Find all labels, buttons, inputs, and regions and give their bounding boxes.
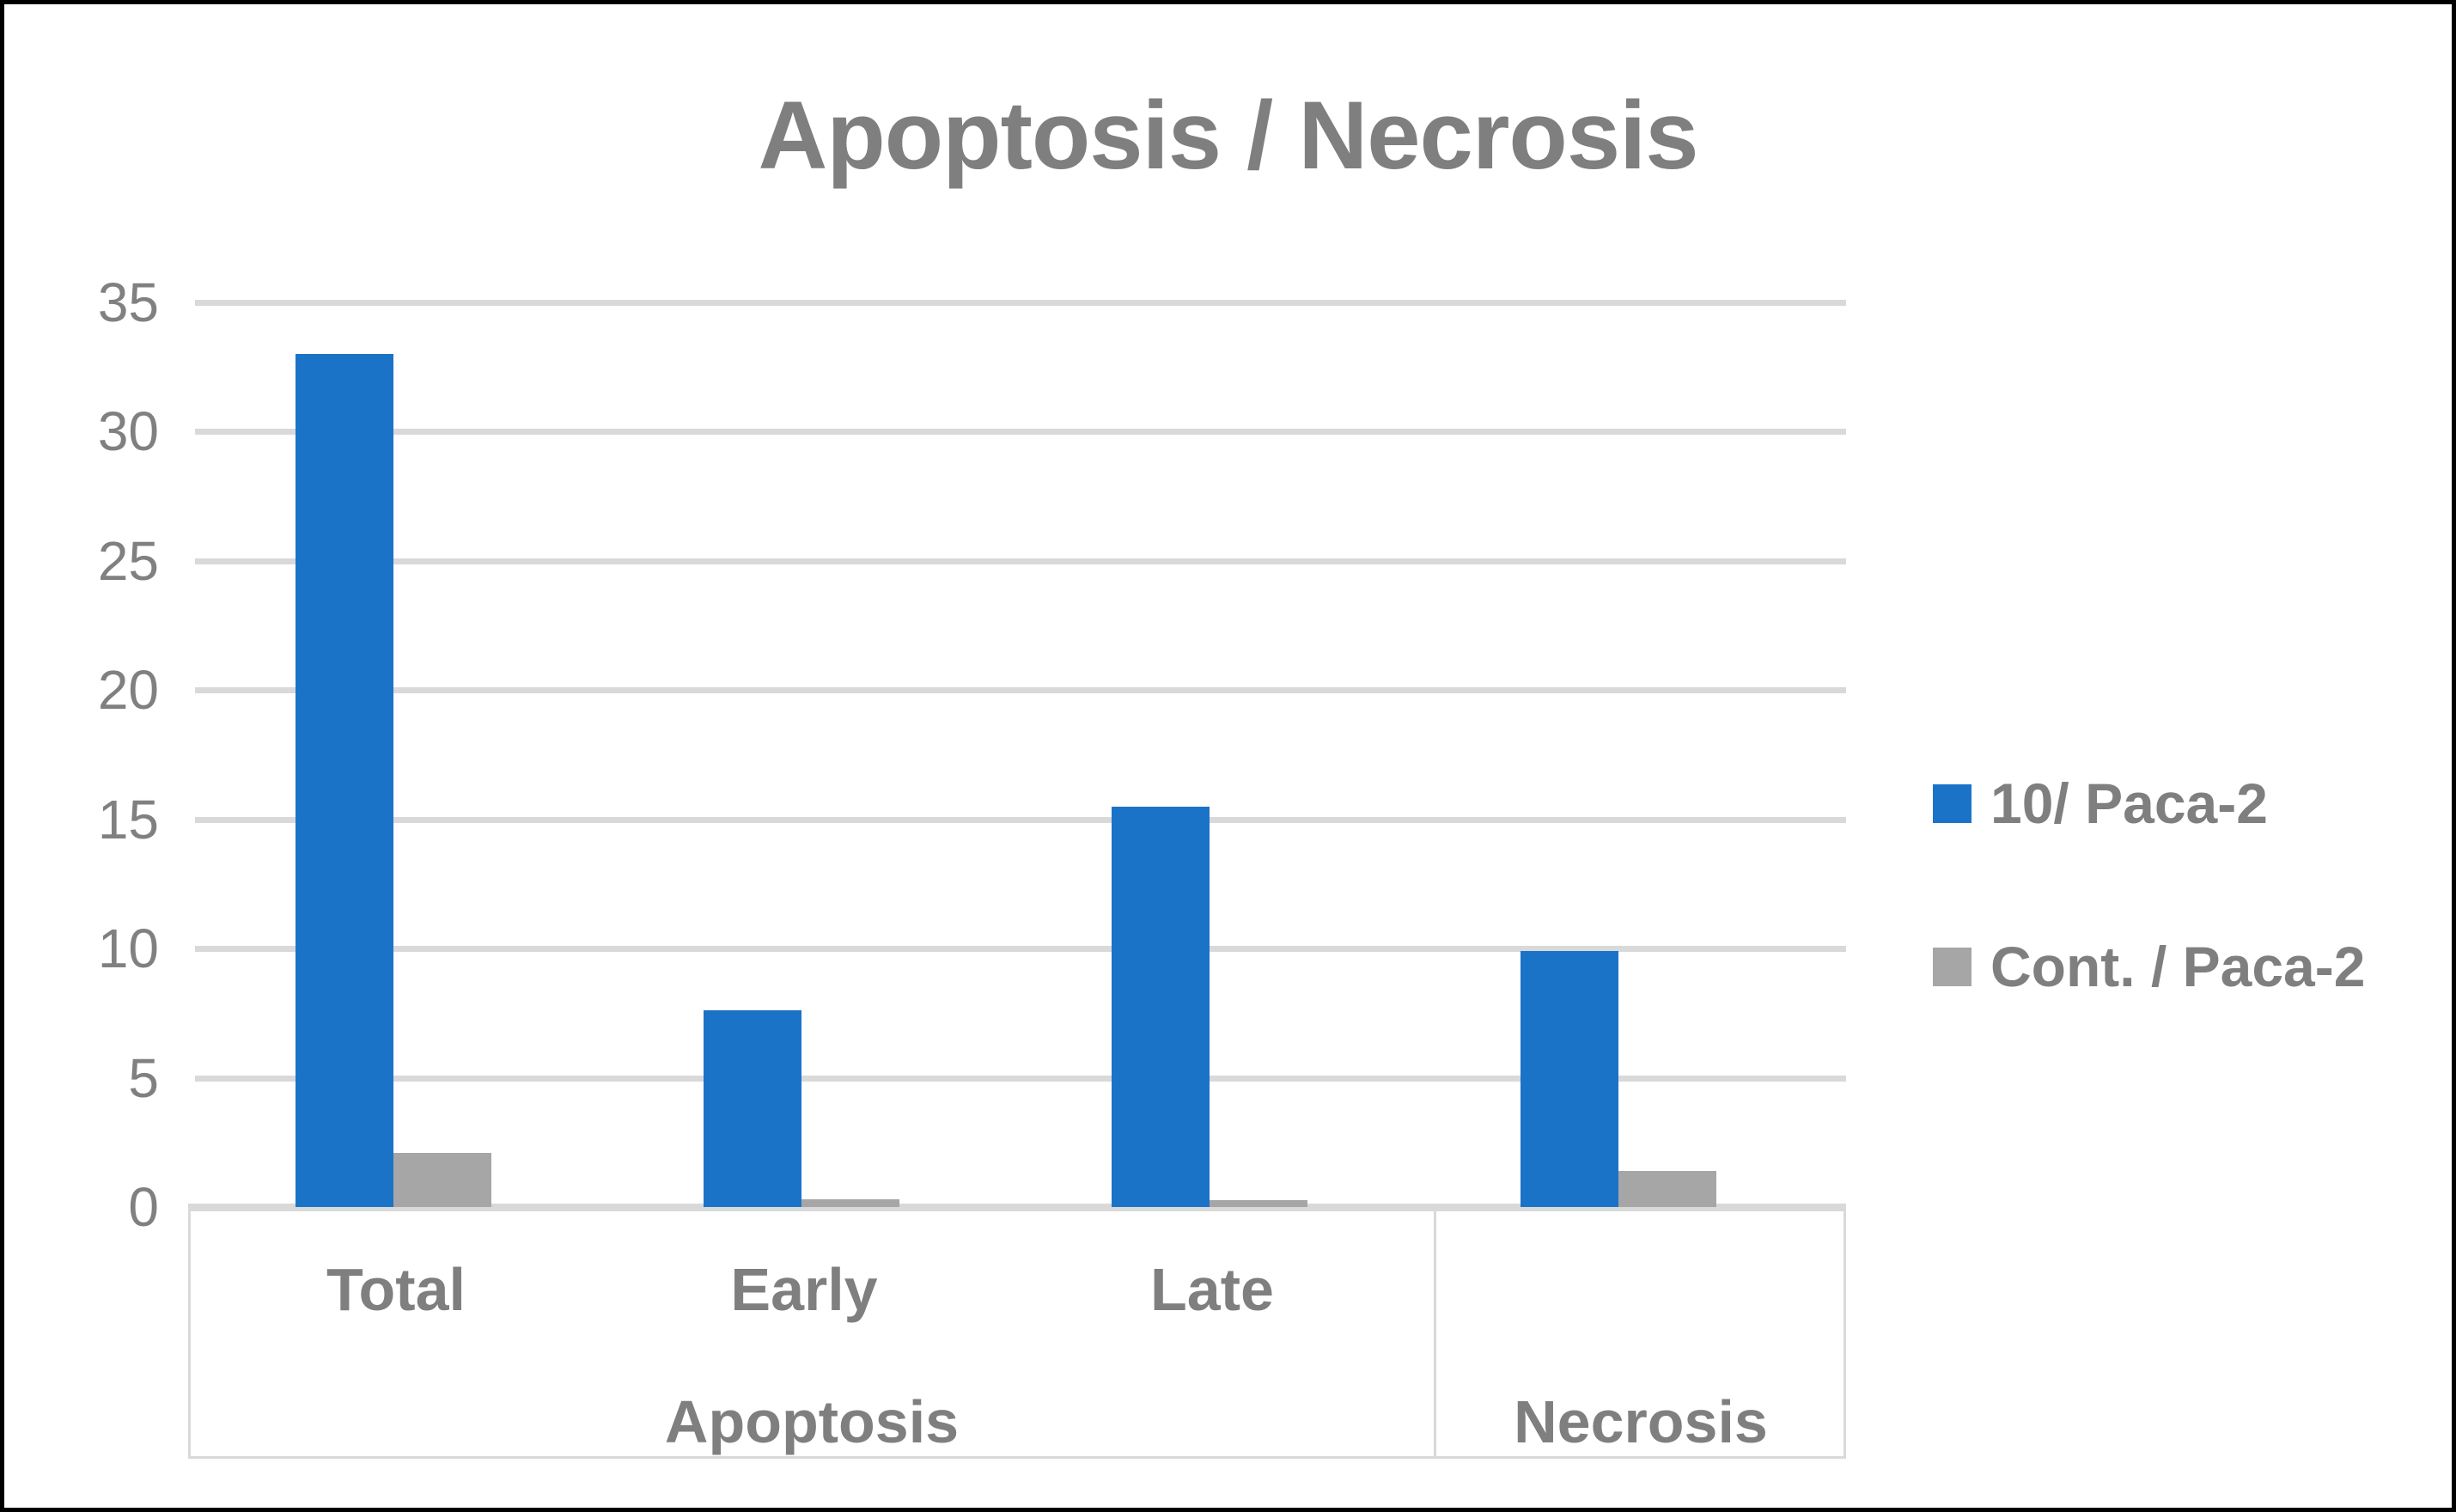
bar-total-series-1	[393, 1153, 491, 1207]
category-label-early: Early	[730, 1256, 878, 1323]
legend: 10/ Paca-2 Cont. / Paca-2	[1933, 4, 2448, 1508]
y-axis-label-30: 30	[97, 400, 159, 462]
bar-total-series-0	[296, 354, 393, 1207]
y-axis-tick-labels: 0 5 10 15 20 25 30 35	[4, 4, 159, 1508]
category-axis-box: Total Early Late Apoptosis Necrosis	[188, 1211, 1846, 1459]
bar-early-series-0	[704, 1010, 801, 1207]
gridline-10	[195, 946, 1846, 952]
bar-necrosis-series-0	[1521, 951, 1618, 1207]
gridline-30	[195, 429, 1846, 435]
legend-swatch-blue-icon	[1933, 783, 1972, 823]
gridline-15	[195, 817, 1846, 823]
y-axis-label-25: 25	[97, 530, 159, 592]
gridline-5	[195, 1076, 1846, 1082]
legend-label: 10/ Paca-2	[1990, 771, 2268, 835]
legend-label: Cont. / Paca-2	[1990, 935, 2366, 998]
group-label-apoptosis: Apoptosis	[664, 1388, 960, 1455]
group-label-necrosis: Necrosis	[1514, 1388, 1768, 1455]
category-label-total: Total	[326, 1256, 466, 1323]
gridline-25	[195, 558, 1846, 564]
chart-title: Apoptosis / Necrosis	[758, 82, 1698, 189]
x-axis-line	[188, 1204, 1846, 1211]
legend-item: Cont. / Paca-2	[1933, 934, 2365, 999]
y-axis-label-0: 0	[128, 1176, 159, 1238]
bar-late-series-1	[1210, 1200, 1307, 1207]
y-axis-label-10: 10	[97, 918, 159, 979]
y-axis-label-35: 35	[97, 271, 159, 333]
y-axis-label-20: 20	[97, 659, 159, 721]
legend-swatch-gray-icon	[1933, 947, 1972, 986]
y-axis-label-15: 15	[97, 789, 159, 850]
bar-late-series-0	[1112, 807, 1210, 1207]
category-label-late: Late	[1150, 1256, 1274, 1323]
gridline-20	[195, 687, 1846, 693]
gridline-35	[195, 300, 1846, 306]
y-axis-label-5: 5	[128, 1047, 159, 1109]
bar-early-series-1	[801, 1199, 899, 1207]
bars-layer	[4, 4, 2452, 1508]
category-group-divider	[1434, 1211, 1436, 1456]
legend-item: 10/ Paca-2	[1933, 771, 2268, 836]
bar-necrosis-series-1	[1618, 1171, 1716, 1207]
gridline-layer	[195, 4, 1846, 1508]
